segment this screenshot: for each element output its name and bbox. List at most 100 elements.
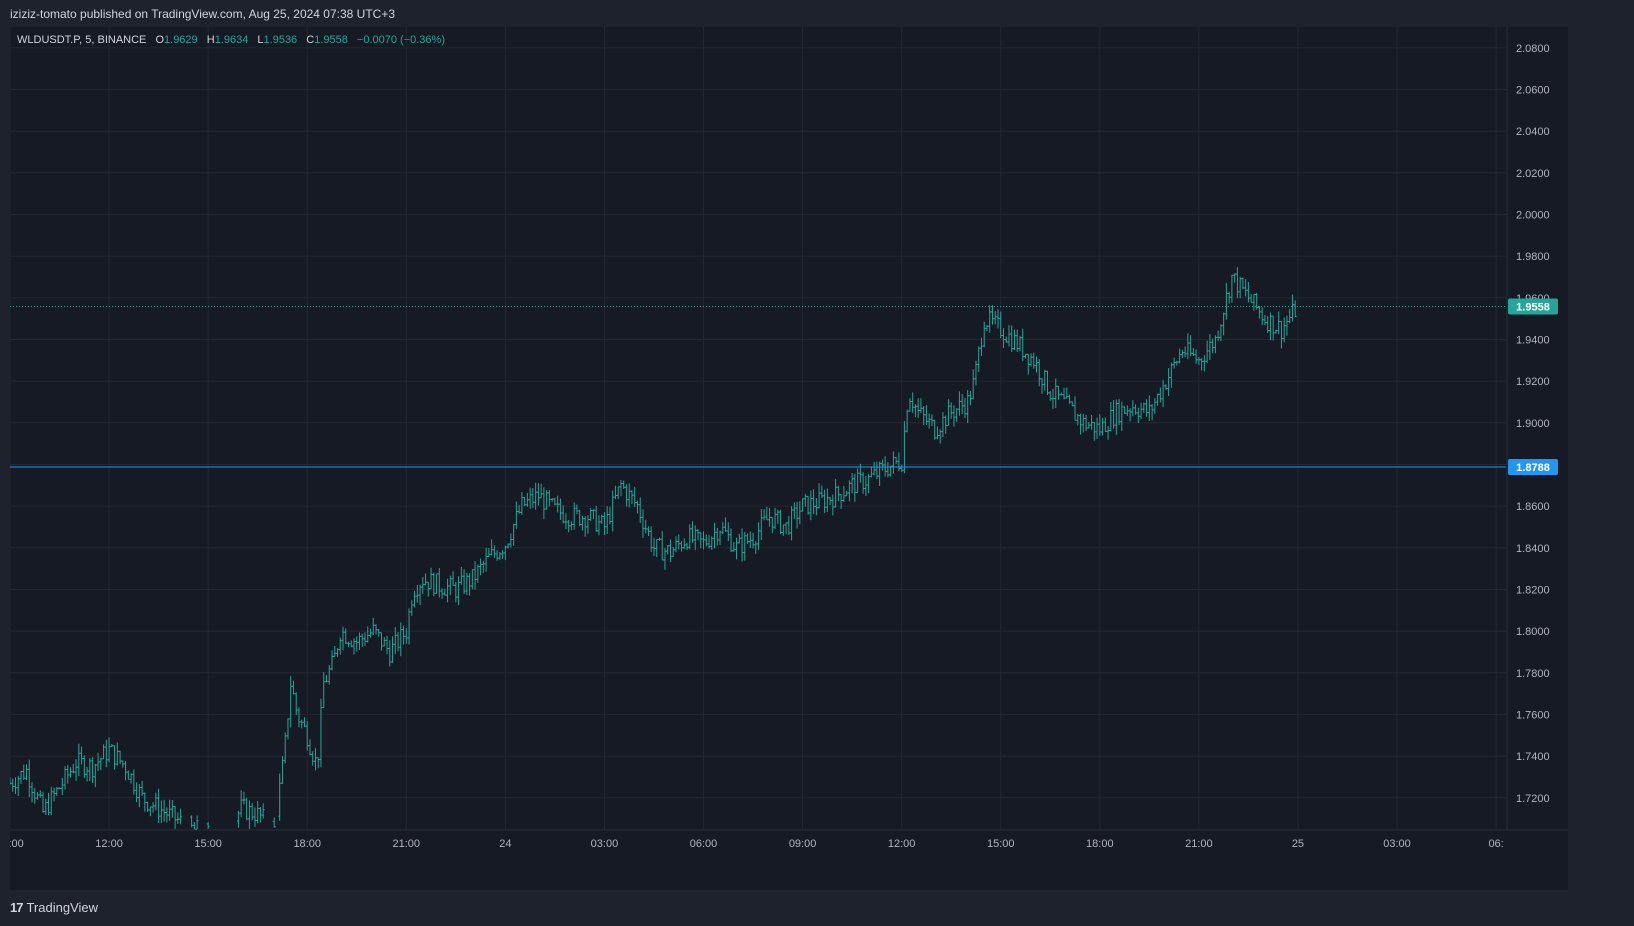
ohlc-bar — [729, 528, 733, 553]
ohlc-bar — [809, 490, 813, 521]
ohlc-bar — [88, 758, 92, 782]
ohlc-bar — [1114, 399, 1118, 435]
ohlc-bar — [528, 487, 532, 509]
ohlc-bar — [845, 490, 849, 497]
legend-symbol: WLDUSDT.P, 5, BINANCE — [17, 34, 147, 46]
ohlc-bar — [245, 797, 249, 821]
ohlc-bar — [790, 506, 794, 541]
ohlc-bar — [352, 638, 356, 655]
ohlc-bar — [1018, 335, 1022, 352]
ohlc-bar — [1043, 369, 1047, 391]
ohlc-bar — [1103, 417, 1107, 433]
ohlc-bar — [660, 531, 664, 561]
ohlc-bar — [803, 493, 807, 507]
y-tick-label: 2.0600 — [1516, 84, 1550, 96]
ohlc-bar — [1230, 274, 1234, 303]
price-chart[interactable]: 1.7200 1.7400 1.7600 1.7800 1.8000 1.8200 1.84… — [10, 27, 1568, 890]
tradingview-logo-icon: 17 — [10, 900, 24, 915]
ohlc-bar — [479, 558, 483, 576]
ohlc-bar — [1208, 334, 1212, 361]
ohlc-bar — [996, 309, 1000, 329]
ohlc-bar — [148, 806, 152, 817]
ohlc-bar — [1175, 360, 1179, 366]
ohlc-bar — [258, 806, 262, 823]
ohlc-bar — [85, 766, 89, 782]
ohlc-bar — [605, 506, 609, 534]
ohlc-bar — [55, 786, 59, 796]
ohlc-bar — [69, 767, 73, 778]
ohlc-bar — [869, 466, 873, 478]
ohlc-bar — [624, 484, 628, 507]
ohlc-bar — [1109, 402, 1113, 432]
y-tick-label: 1.7800 — [1516, 668, 1550, 680]
ohlc-bar — [539, 483, 543, 499]
ohlc-bar — [247, 800, 251, 829]
ohlc-bar — [341, 626, 345, 651]
ohlc-bar — [1246, 282, 1250, 303]
tradingview-logo[interactable]: 17 TradingView — [10, 900, 98, 915]
ohlc-bar — [704, 534, 708, 547]
ohlc-bar — [1186, 333, 1190, 360]
ohlc-bar — [10, 777, 12, 785]
ohlc-bar — [536, 483, 540, 506]
ohlc-bar — [1048, 391, 1052, 401]
ohlc-bar — [924, 404, 928, 425]
ohlc-bar — [754, 541, 758, 554]
legend-high-label: H — [206, 34, 215, 46]
ohlc-bar — [1167, 368, 1171, 396]
ohlc-bar — [278, 773, 282, 821]
ohlc-bar — [333, 645, 337, 657]
ohlc-bar — [1090, 414, 1094, 430]
ohlc-bar — [578, 509, 582, 527]
ohlc-bar — [1194, 349, 1198, 364]
ohlc-bar — [834, 478, 838, 508]
ohlc-bar — [666, 544, 670, 555]
ohlc-bar — [795, 501, 799, 529]
x-tick-label: 09:00 — [10, 838, 24, 850]
ohlc-bar — [889, 465, 893, 477]
ohlc-bar — [561, 505, 565, 524]
ohlc-bar — [545, 490, 549, 510]
ohlc-bar — [1183, 346, 1187, 358]
ohlc-bar — [393, 626, 397, 654]
publish-header: iziziz-tomato published on TradingView.c… — [0, 0, 1634, 26]
ohlc-bar — [327, 665, 331, 685]
ohlc-bar — [358, 632, 362, 651]
ohlc-bar — [176, 812, 180, 824]
x-tick-label: 18:00 — [1086, 838, 1114, 850]
last-price-tag — [1508, 298, 1558, 315]
ohlc-bar — [977, 346, 981, 372]
ohlc-bar — [514, 501, 518, 529]
ohlc-bar — [96, 752, 100, 772]
ohlc-bar — [168, 799, 172, 821]
ohlc-bar — [1197, 356, 1201, 365]
ohlc-bar — [1216, 330, 1220, 342]
ohlc-bar — [613, 485, 617, 500]
ohlc-bar — [346, 641, 350, 648]
x-tick-label: 18:00 — [293, 838, 321, 850]
ohlc-bar — [446, 578, 450, 603]
ohlc-bar — [583, 516, 587, 537]
ohlc-bar — [963, 397, 967, 419]
ohlc-bar — [693, 525, 697, 551]
ohlc-bar — [1029, 353, 1033, 367]
ohlc-bar — [1032, 352, 1036, 369]
ohlc-bar — [1233, 273, 1237, 283]
ohlc-bar — [770, 516, 774, 534]
ohlc-bar — [1092, 421, 1096, 441]
ohlc-bar — [850, 472, 854, 494]
ohlc-bar — [1282, 317, 1286, 343]
ohlc-bar — [195, 815, 199, 830]
ohlc-bar — [443, 588, 447, 596]
ohlc-bar — [418, 584, 422, 606]
ohlc-bar — [124, 760, 128, 781]
legend-close-label: C — [306, 34, 315, 46]
ohlc-bar — [718, 530, 722, 545]
chart-area[interactable]: 1.7200 1.7400 1.7600 1.7800 1.8000 1.8200 1.84… — [10, 27, 1568, 890]
ohlc-bar — [911, 392, 915, 413]
ohlc-bar — [525, 492, 529, 507]
ohlc-bar — [638, 497, 642, 523]
y-tick-label: 2.0800 — [1516, 43, 1550, 55]
ohlc-bar — [74, 759, 78, 781]
ohlc-bar — [1268, 312, 1272, 341]
